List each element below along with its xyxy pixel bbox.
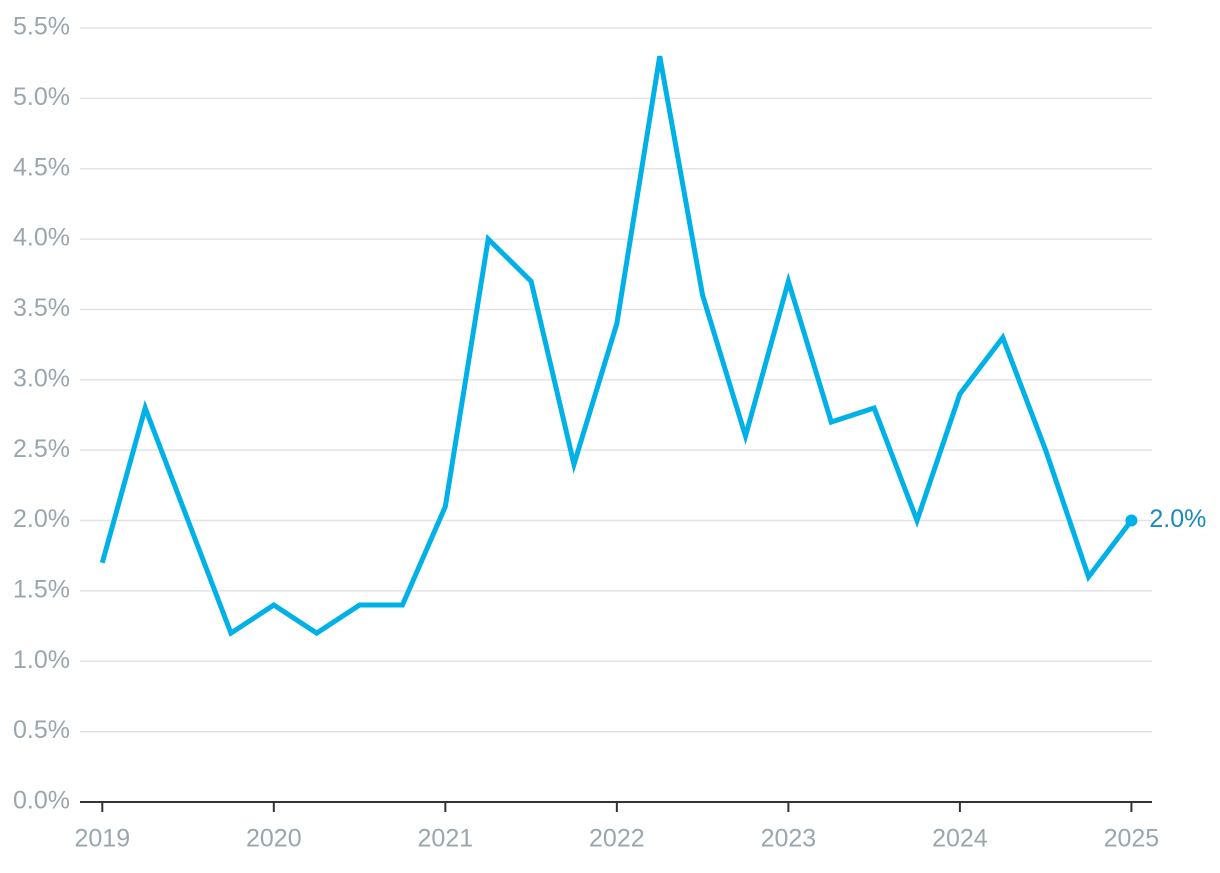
x-tick-label: 2019 <box>74 825 130 853</box>
x-tick-label: 2022 <box>589 825 645 853</box>
line <box>99 55 1134 637</box>
x-tick-label: 2021 <box>418 825 474 853</box>
x-tick-label: 2020 <box>246 825 302 853</box>
y-tick-label: 5.0% <box>13 83 70 111</box>
x-tick-label: 2025 <box>1104 825 1160 853</box>
y-tick-label: 3.0% <box>13 364 70 392</box>
y-tick-label: 4.5% <box>13 153 70 181</box>
x-tick-label: 2023 <box>761 825 817 853</box>
y-tick-label: 2.0% <box>13 505 70 533</box>
y-tick-label: 3.5% <box>13 294 70 322</box>
y-tick-label: 0.5% <box>13 716 70 744</box>
y-tick-label: 4.0% <box>13 224 70 252</box>
value-label: 2.0% <box>1149 505 1206 533</box>
end-point <box>1125 514 1138 527</box>
y-tick-label: 5.5% <box>13 13 70 41</box>
y-tick-label: 1.0% <box>13 646 70 674</box>
y-tick-label: 1.5% <box>13 576 70 604</box>
y-tick-label: 2.5% <box>13 435 70 463</box>
x-tick-label: 2024 <box>932 825 988 853</box>
y-tick-label: 0.0% <box>13 787 70 815</box>
